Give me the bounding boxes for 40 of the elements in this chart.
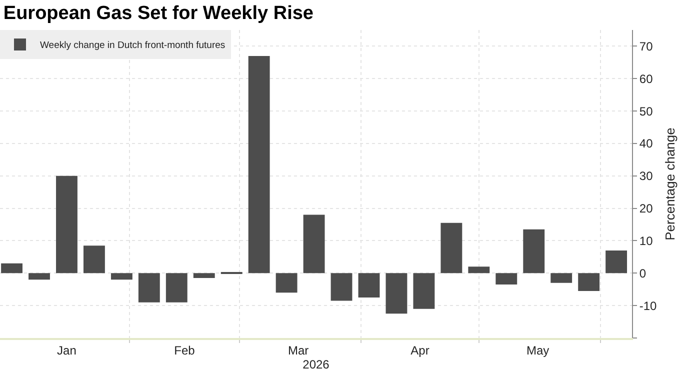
x-tick-label: Feb xyxy=(174,343,196,358)
y-tick-label: 20 xyxy=(639,202,654,216)
bar xyxy=(440,222,462,274)
y-tick-label: -10 xyxy=(639,298,658,313)
bar xyxy=(578,273,600,291)
x-tick-label: Jan xyxy=(57,343,76,358)
y-tick-label: 30 xyxy=(639,169,654,184)
x-tick-label: Apr xyxy=(410,343,430,358)
y-tick-label: 60 xyxy=(639,72,654,86)
x-tick-label: May xyxy=(526,343,550,358)
bar xyxy=(468,266,490,274)
bar xyxy=(193,273,215,278)
x-axis-title: 2026 xyxy=(302,357,330,372)
bar xyxy=(496,273,518,285)
y-tick-label: 10 xyxy=(639,234,654,248)
bar xyxy=(303,214,325,274)
bar xyxy=(110,273,132,280)
y-axis-title: Percentage change xyxy=(662,128,678,240)
bar xyxy=(358,273,380,298)
bar xyxy=(413,273,435,309)
bar xyxy=(330,273,352,301)
chart-title: European Gas Set for Weekly Rise xyxy=(3,3,314,24)
bar xyxy=(523,229,545,274)
bar xyxy=(386,273,408,314)
bar xyxy=(606,250,628,274)
bar xyxy=(248,56,270,274)
bar xyxy=(83,246,105,274)
legend-label: Weekly change in Dutch front-month futures xyxy=(40,40,226,52)
bar xyxy=(138,273,160,302)
y-tick-label: 0 xyxy=(639,266,646,280)
y-tick-label: 70 xyxy=(639,39,654,54)
bar xyxy=(550,273,572,283)
y-tick-label: 50 xyxy=(639,104,654,118)
x-tick-label: Mar xyxy=(288,343,309,358)
bar xyxy=(166,273,188,302)
bar xyxy=(28,273,50,280)
bar xyxy=(276,273,298,293)
bar xyxy=(56,176,78,274)
y-tick-label: 40 xyxy=(639,136,654,151)
bar xyxy=(1,263,22,274)
